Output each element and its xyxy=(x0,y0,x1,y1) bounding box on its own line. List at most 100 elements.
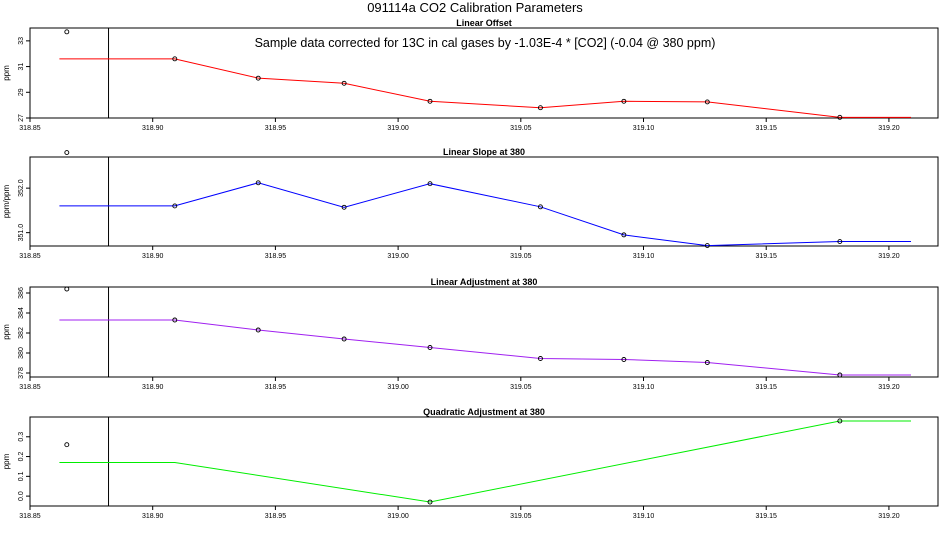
data-point xyxy=(341,204,347,210)
x-tick-label: 318.90 xyxy=(142,125,164,132)
data-point xyxy=(427,181,433,187)
y-tick-label: 0.2 xyxy=(18,452,25,462)
series-line xyxy=(59,182,911,247)
data-point xyxy=(427,345,433,350)
plot-frame xyxy=(29,27,939,119)
x-tick-label: 318.85 xyxy=(19,384,41,391)
y-tick-label: 33 xyxy=(18,37,25,45)
x-tick-label: 319.05 xyxy=(510,125,532,132)
y-axis-label: ppm xyxy=(2,324,11,340)
y-tick-label: 351.0 xyxy=(18,224,25,242)
x-tick-label: 319.20 xyxy=(878,253,900,260)
panel-title: Linear Offset xyxy=(456,18,512,28)
data-point xyxy=(621,232,627,238)
x-tick-label: 319.00 xyxy=(387,125,409,132)
correction-annotation: Sample data corrected for 13C in cal gas… xyxy=(255,36,716,50)
data-point xyxy=(837,372,843,378)
x-tick-label: 319.10 xyxy=(633,125,655,132)
x-tick-label: 319.15 xyxy=(756,384,778,391)
data-point xyxy=(255,327,261,333)
panel-title: Linear Slope at 380 xyxy=(443,147,525,157)
data-point xyxy=(704,243,710,249)
x-tick-label: 319.05 xyxy=(510,253,532,260)
y-axis-label: ppm/ppm xyxy=(2,184,11,218)
data-point xyxy=(704,99,710,105)
chart-panel-4: Quadratic Adjustment at 380 318.85 318.90 3… xyxy=(2,407,939,520)
y-tick-label: 382 xyxy=(18,327,25,339)
x-tick-label: 319.15 xyxy=(756,253,778,260)
y-tick-label: 0.1 xyxy=(18,471,25,481)
x-tick-label: 318.90 xyxy=(142,513,164,520)
data-point xyxy=(64,150,70,156)
data-point xyxy=(341,80,347,86)
data-point xyxy=(837,114,843,120)
y-tick-label: 0.0 xyxy=(18,491,25,501)
x-tick-label: 318.95 xyxy=(265,125,287,132)
x-tick-label: 319.00 xyxy=(387,384,409,391)
x-tick-label: 318.95 xyxy=(265,384,287,391)
plot-frame xyxy=(29,416,939,507)
data-point xyxy=(537,105,543,111)
x-tick-label: 319.00 xyxy=(387,513,409,520)
series-line xyxy=(59,420,911,503)
data-point xyxy=(64,442,70,448)
data-point xyxy=(64,286,70,292)
y-tick-label: 384 xyxy=(18,307,25,319)
y-tick-label: 0.3 xyxy=(18,432,25,442)
plot-frame xyxy=(29,156,939,247)
data-point xyxy=(704,360,710,365)
x-tick-label: 318.85 xyxy=(19,253,41,260)
x-tick-label: 318.85 xyxy=(19,513,41,520)
data-point xyxy=(341,336,347,342)
x-tick-label: 318.90 xyxy=(142,384,164,391)
data-point xyxy=(172,56,178,62)
y-tick-label: 31 xyxy=(18,63,25,71)
data-point xyxy=(837,239,843,245)
data-point xyxy=(255,75,261,81)
x-tick-label: 319.15 xyxy=(756,513,778,520)
data-point xyxy=(64,29,70,35)
x-tick-label: 319.20 xyxy=(878,384,900,391)
data-point xyxy=(621,357,627,362)
x-tick-label: 319.05 xyxy=(510,384,532,391)
y-tick-label: 378 xyxy=(18,367,25,379)
y-tick-label: 380 xyxy=(18,347,25,359)
x-tick-label: 318.95 xyxy=(265,253,287,260)
chart-panel-1: Linear Offset 318.85 318.90 318.95 319.00 319… xyxy=(2,18,939,132)
y-tick-label: 29 xyxy=(18,88,25,96)
x-tick-label: 319.20 xyxy=(878,125,900,132)
panel-title: Linear Adjustment at 380 xyxy=(431,277,538,287)
series-line xyxy=(59,58,911,118)
x-tick-label: 319.20 xyxy=(878,513,900,520)
figure-title: 091114a CO2 Calibration Parameters xyxy=(367,0,583,15)
y-tick-label: 27 xyxy=(18,114,25,122)
data-point xyxy=(172,317,178,323)
x-tick-label: 319.10 xyxy=(633,253,655,260)
x-tick-label: 318.95 xyxy=(265,513,287,520)
data-point xyxy=(172,203,178,209)
data-point xyxy=(427,499,433,505)
plot-frame xyxy=(29,286,939,378)
panel-title: Quadratic Adjustment at 380 xyxy=(423,407,545,417)
x-tick-label: 319.10 xyxy=(633,513,655,520)
x-tick-label: 319.05 xyxy=(510,513,532,520)
data-point xyxy=(537,204,543,210)
x-tick-label: 319.10 xyxy=(633,384,655,391)
x-tick-label: 318.90 xyxy=(142,253,164,260)
y-tick-label: 386 xyxy=(18,287,25,299)
y-axis-label: ppm xyxy=(2,453,11,469)
chart-panel-2: Linear Slope at 380 318.85 318.90 318.95 319… xyxy=(2,147,939,260)
x-tick-label: 319.00 xyxy=(387,253,409,260)
x-tick-label: 318.85 xyxy=(19,125,41,132)
data-point xyxy=(427,98,433,104)
data-point xyxy=(537,356,543,361)
data-point xyxy=(255,180,261,186)
x-tick-label: 319.15 xyxy=(756,125,778,132)
data-point xyxy=(621,98,627,104)
data-point xyxy=(837,418,843,424)
series-line xyxy=(59,319,911,376)
chart-panel-3: Linear Adjustment at 380 318.85 318.90 318.… xyxy=(2,277,939,391)
y-axis-label: ppm xyxy=(2,65,11,81)
y-tick-label: 352.0 xyxy=(18,179,25,197)
